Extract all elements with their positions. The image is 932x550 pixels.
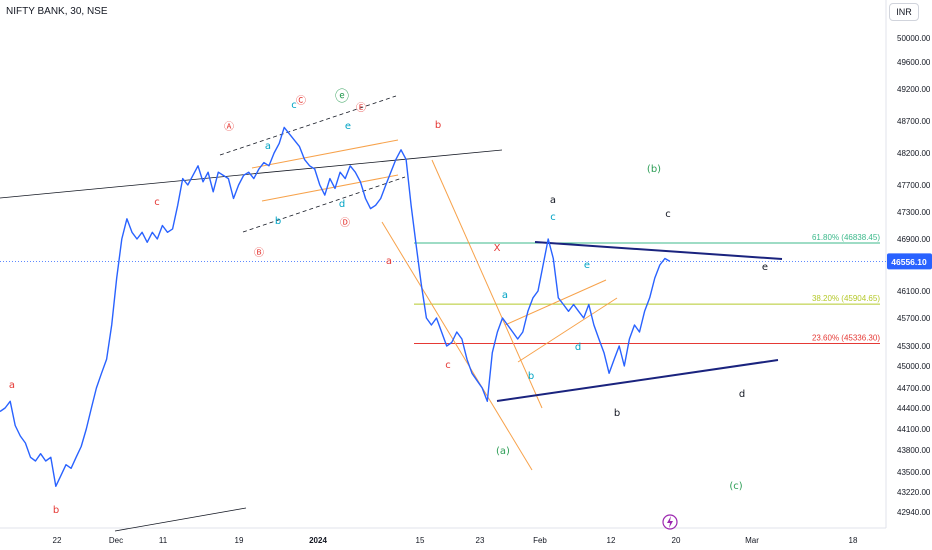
wave-label: a xyxy=(502,290,508,301)
wave-label: b xyxy=(614,408,620,419)
y-tick-label: 42940.00 xyxy=(897,508,931,517)
orange-fan-line[interactable] xyxy=(431,159,543,409)
wave-label: c xyxy=(291,100,297,111)
y-tick-label: 49600.00 xyxy=(897,58,931,67)
x-tick-label: 2024 xyxy=(309,536,327,545)
x-tick-label: 19 xyxy=(235,536,244,545)
wave-label: a xyxy=(9,380,15,391)
y-tick-label: 44100.00 xyxy=(897,425,931,434)
wave-label: X xyxy=(494,243,501,254)
wave-label: b xyxy=(53,505,59,516)
x-tick-label: 15 xyxy=(416,536,425,545)
wave-label: a xyxy=(550,195,556,206)
y-tick-label: 48200.00 xyxy=(897,149,931,158)
lightning-icon-glyph xyxy=(667,516,673,528)
y-tick-label: 45300.00 xyxy=(897,342,931,351)
wave-label: (b) xyxy=(647,164,661,175)
wave-label: b xyxy=(275,216,281,227)
x-tick-label: Feb xyxy=(533,536,547,545)
y-tick-label: 50000.00 xyxy=(897,34,931,43)
wave-label: d xyxy=(739,389,745,400)
y-tick-label: 43500.00 xyxy=(897,468,931,477)
wave-label: b xyxy=(528,371,534,382)
fib-level-label: 38.20% (45904.65) xyxy=(812,294,880,303)
wave-label: (c) xyxy=(729,481,742,492)
wave-label: d xyxy=(339,199,345,210)
y-tick-label: 46900.00 xyxy=(897,235,931,244)
price-badge-bg xyxy=(887,253,932,270)
channel-upper-dashed[interactable] xyxy=(219,95,397,156)
x-tick-label: Mar xyxy=(745,536,759,545)
wave-label: a xyxy=(265,141,271,152)
wave-label: Ⓔ xyxy=(356,102,366,114)
price-badge: 46556.10 xyxy=(891,257,927,267)
wave-label: b xyxy=(435,120,441,131)
y-tick-label: 47300.00 xyxy=(897,208,931,217)
channel-lower-dashed[interactable] xyxy=(242,176,406,233)
wave-label: Ⓓ xyxy=(340,217,350,229)
x-tick-label: Dec xyxy=(109,536,123,545)
price-series-line xyxy=(0,126,671,487)
orange-fan-line[interactable] xyxy=(381,221,533,471)
x-tick-label: 11 xyxy=(159,536,168,545)
bottom-trendline[interactable] xyxy=(114,507,247,532)
y-tick-label: 47700.00 xyxy=(897,181,931,190)
wave-label: e xyxy=(762,262,768,273)
symbol-title[interactable]: NIFTY BANK, 30, NSE xyxy=(6,6,108,17)
wave-label: (a) xyxy=(496,446,510,457)
y-tick-label: 48700.00 xyxy=(897,117,931,126)
y-tick-label: 43800.00 xyxy=(897,446,931,455)
y-tick-label: 45000.00 xyxy=(897,362,931,371)
wave-label: c xyxy=(550,212,556,223)
wave-label: d xyxy=(575,342,581,353)
x-tick-label: 23 xyxy=(476,536,485,545)
y-tick-label: 43220.00 xyxy=(897,488,931,497)
x-tick-label: 20 xyxy=(672,536,681,545)
wave-label: Ⓐ xyxy=(224,121,234,133)
wave-label: e xyxy=(345,121,351,132)
x-tick-label: 12 xyxy=(607,536,616,545)
price-scale-bg xyxy=(886,0,932,550)
wave-label: a xyxy=(386,256,392,267)
orange-channel-line[interactable] xyxy=(504,279,607,326)
wave-label: c xyxy=(154,197,160,208)
wave-label: c xyxy=(665,209,671,220)
fib-level-label: 61.80% (46838.45) xyxy=(812,233,880,242)
y-tick-label: 45700.00 xyxy=(897,314,931,323)
wave-label: e xyxy=(584,260,590,271)
y-tick-label: 46100.00 xyxy=(897,287,931,296)
orange-channel-line[interactable] xyxy=(517,297,618,363)
y-tick-label: 44700.00 xyxy=(897,384,931,393)
y-tick-label: 49200.00 xyxy=(897,85,931,94)
triangle-upper-line[interactable] xyxy=(534,241,783,260)
triangle-lower-line[interactable] xyxy=(496,359,779,402)
y-tick-label: 44400.00 xyxy=(897,404,931,413)
wave-label: Ⓒ xyxy=(296,95,306,107)
wave-label: c xyxy=(445,360,451,371)
orange-channel-line[interactable] xyxy=(251,139,399,169)
wave-label: ⓔ xyxy=(335,89,349,105)
x-tick-label: 18 xyxy=(849,536,858,545)
orange-channel-line[interactable] xyxy=(261,174,399,202)
currency-selector[interactable]: INR xyxy=(889,3,919,21)
wave-label: Ⓑ xyxy=(254,247,264,259)
x-tick-label: 22 xyxy=(53,536,62,545)
fib-level-label: 23.60% (45336.30) xyxy=(812,333,880,342)
